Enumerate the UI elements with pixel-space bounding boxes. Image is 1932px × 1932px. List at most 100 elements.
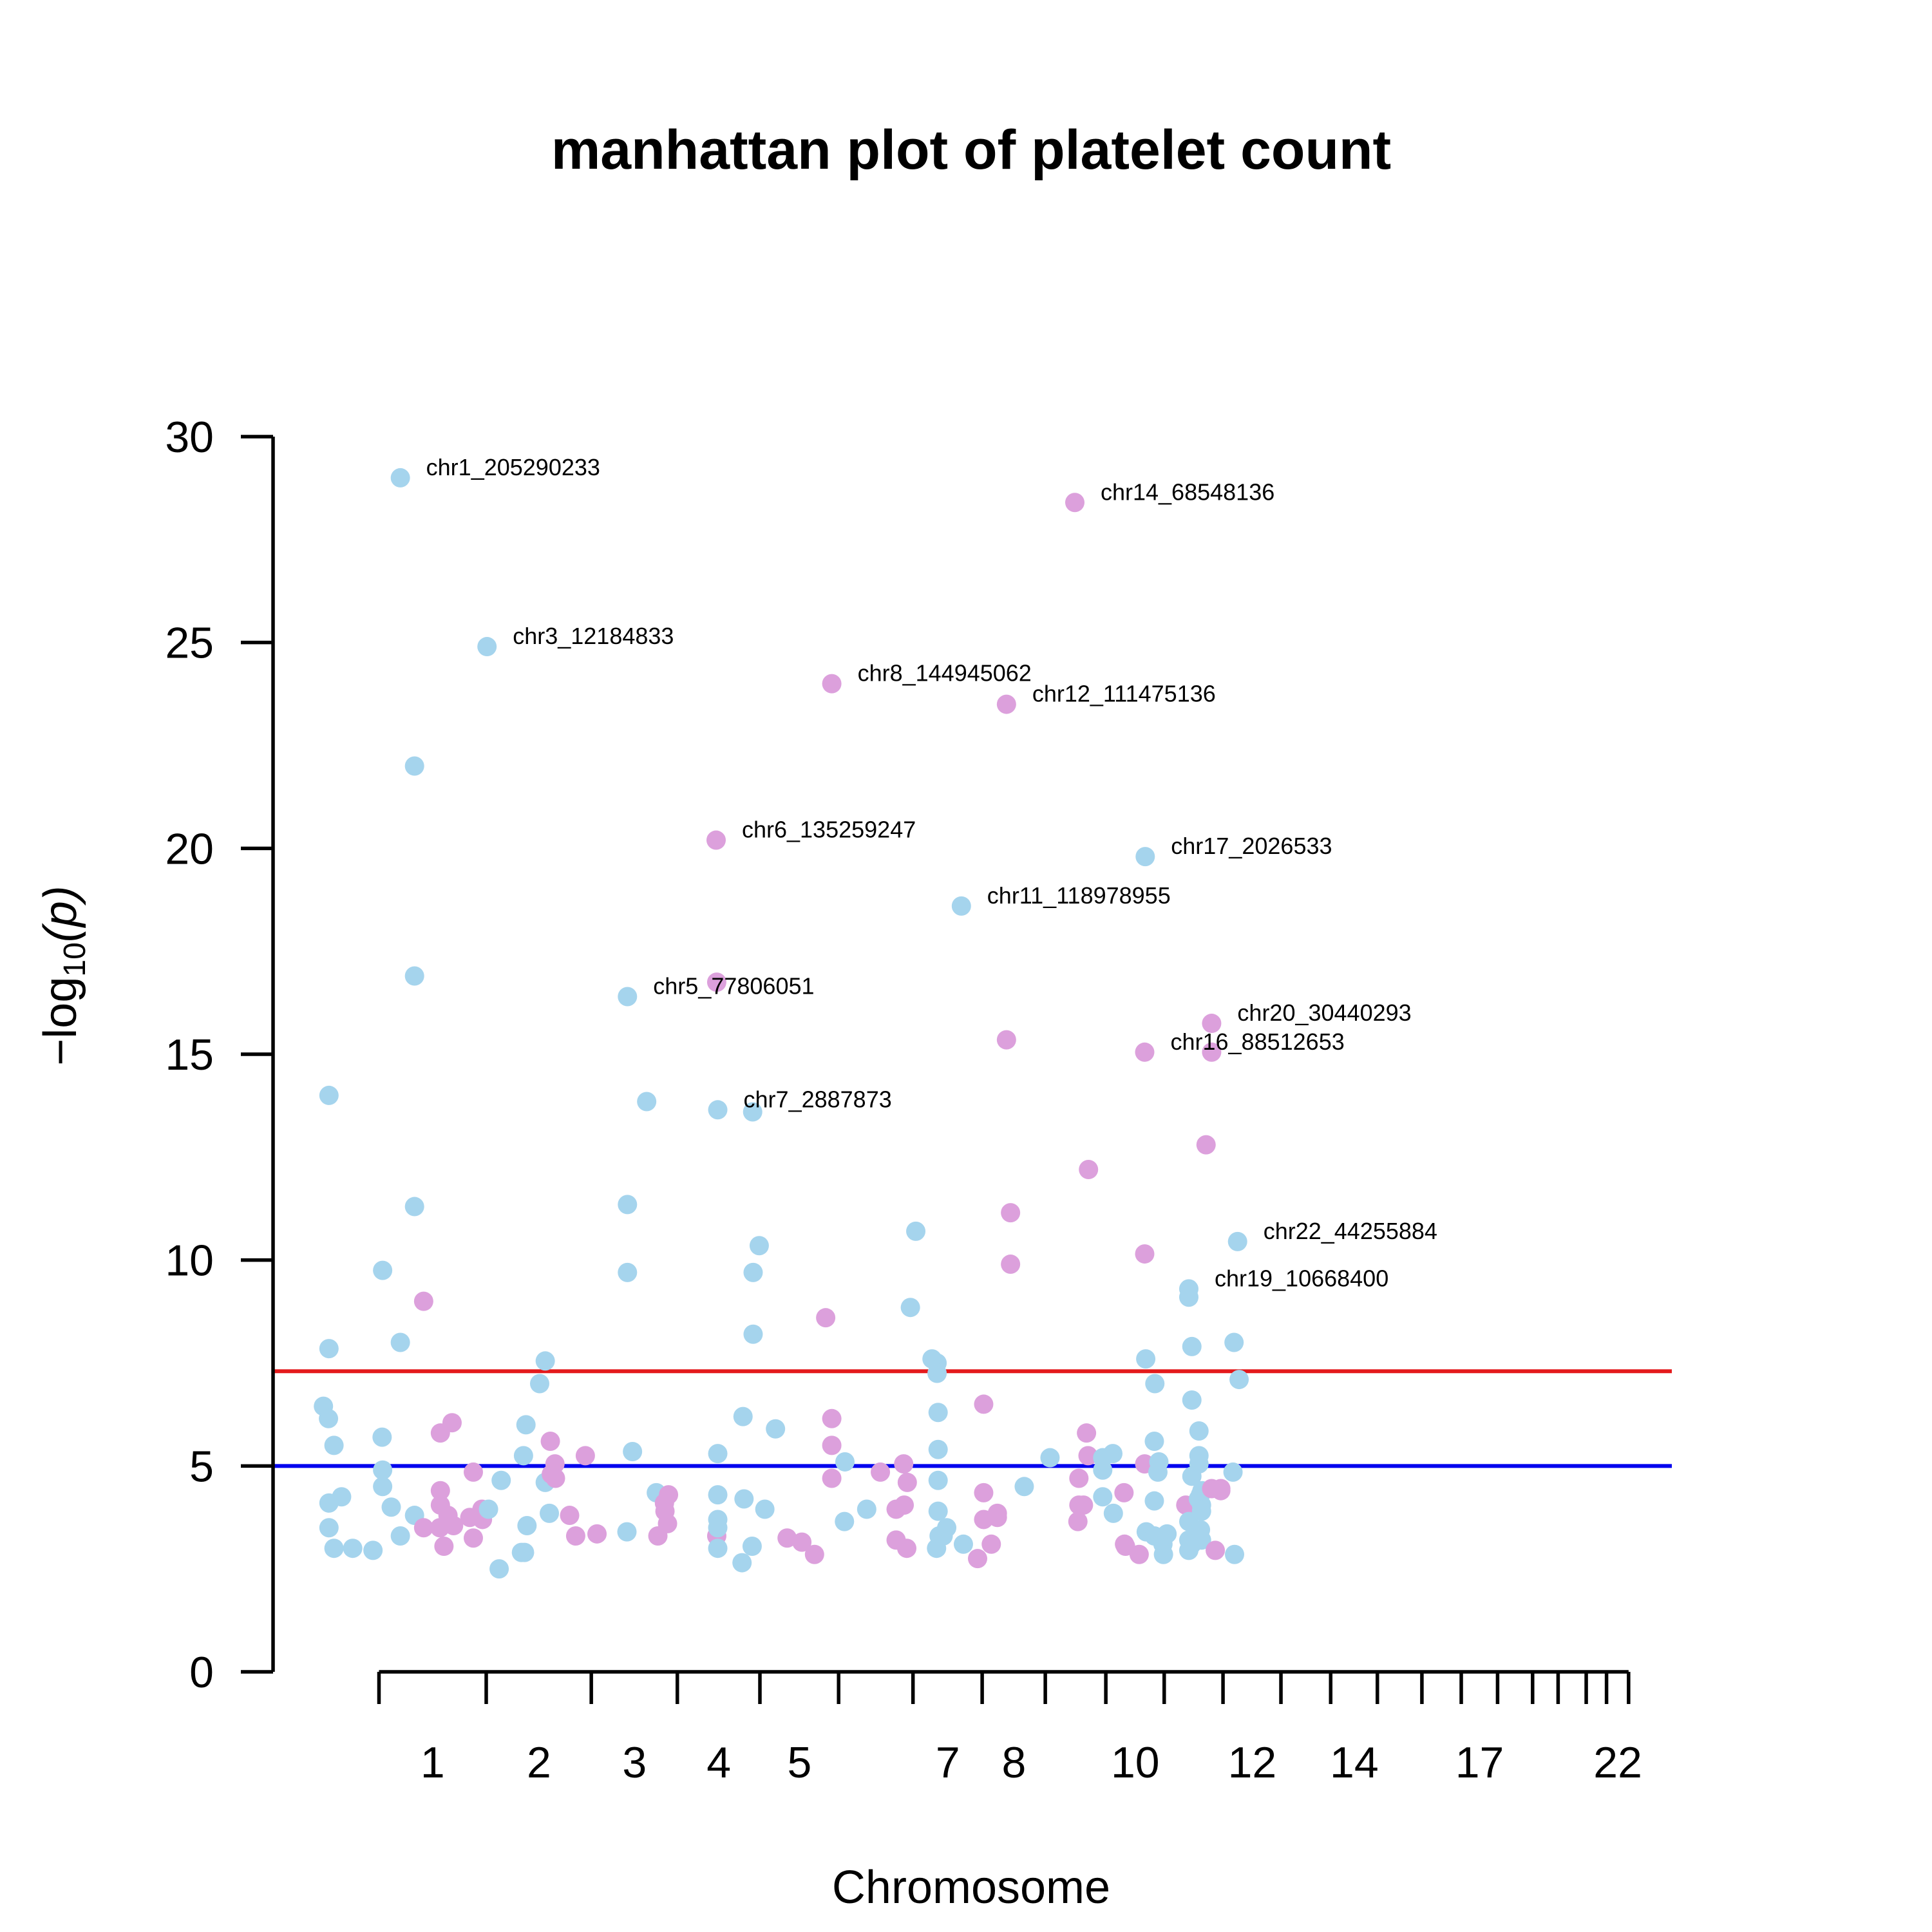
data-point [743, 1262, 763, 1282]
data-point [1144, 1431, 1164, 1451]
data-point [1223, 1462, 1243, 1482]
data-point [659, 1485, 679, 1505]
y-axis-label-suffix: (p) [35, 886, 86, 942]
data-point [1135, 1244, 1155, 1264]
data-point [478, 1499, 498, 1519]
y-tick-label: 5 [189, 1442, 214, 1491]
data-point [319, 1408, 339, 1428]
data-point [373, 1260, 393, 1280]
data-point [372, 1427, 392, 1447]
data-point [1145, 1374, 1165, 1394]
data-point [732, 1553, 752, 1573]
data-point [319, 1518, 339, 1538]
x-tick-label: 17 [1455, 1738, 1504, 1787]
data-point [390, 1332, 410, 1352]
data-point [822, 1408, 842, 1428]
data-point [404, 1197, 424, 1217]
data-point [857, 1499, 876, 1519]
data-point [1040, 1448, 1060, 1468]
x-axis: 1 2 3 4 5 7 8 10 12 14 17 22 [377, 1670, 1642, 1787]
data-point [804, 1544, 824, 1564]
data-point [1069, 1468, 1089, 1488]
data-point [928, 1501, 948, 1521]
data-point [404, 756, 424, 776]
data-point [835, 1511, 855, 1531]
data-point [1149, 1452, 1169, 1472]
data-point [1196, 1135, 1216, 1155]
data-point [708, 1518, 728, 1538]
data-point [413, 1291, 433, 1311]
data-point [491, 1470, 511, 1490]
data-point [822, 1468, 842, 1488]
x-tick-label: 1 [421, 1738, 445, 1787]
point-annotation: chr16_88512653 [1170, 1028, 1344, 1055]
data-point [1136, 1349, 1156, 1369]
data-point [742, 1537, 762, 1557]
data-point [545, 1454, 565, 1474]
data-point [974, 1482, 994, 1502]
data-point [749, 1236, 769, 1256]
point-annotation: chr20_30440293 [1237, 999, 1411, 1026]
data-point [906, 1221, 926, 1241]
data-point [951, 896, 971, 916]
point-annotation: chr17_2026533 [1171, 833, 1332, 859]
data-point [517, 1516, 537, 1536]
data-point [996, 694, 1016, 714]
data-point [513, 1446, 533, 1466]
data-point [319, 1085, 339, 1105]
data-point [1065, 493, 1084, 513]
data-point [560, 1506, 580, 1526]
x-tick-label: 8 [1002, 1738, 1027, 1787]
data-point [953, 1534, 973, 1554]
data-point [897, 1539, 917, 1558]
x-tick-label: 3 [622, 1738, 647, 1787]
x-tick-label: 22 [1593, 1738, 1642, 1787]
data-point [1191, 1530, 1211, 1550]
data-point [545, 1468, 565, 1488]
data-point [743, 1102, 762, 1122]
data-point [404, 966, 424, 986]
point-annotation: chr11_118978955 [987, 882, 1171, 909]
data-point [1229, 1370, 1249, 1390]
data-point [1157, 1524, 1177, 1544]
data-point [381, 1497, 401, 1517]
x-tick-label: 12 [1228, 1738, 1277, 1787]
point-annotation: chr12_111475136 [1032, 681, 1216, 707]
data-point [1078, 1446, 1098, 1466]
data-point [1206, 1540, 1226, 1560]
data-point [743, 1324, 763, 1344]
data-point [1068, 1511, 1088, 1531]
data-point [708, 1100, 728, 1120]
point-annotations: chr1_205290233 chr3_12184833 chr5_77806051… [426, 454, 1437, 1291]
data-point [822, 1435, 842, 1455]
point-annotation: chr3_12184833 [513, 623, 674, 649]
data-point [928, 1470, 948, 1490]
data-point [1103, 1503, 1123, 1523]
data-point [565, 1526, 585, 1546]
data-point [587, 1524, 607, 1544]
data-point [489, 1559, 509, 1579]
data-point [708, 1485, 728, 1505]
data-point [1001, 1255, 1021, 1274]
data-point [540, 1503, 560, 1523]
data-point [1202, 1042, 1222, 1062]
y-tick-label: 20 [165, 824, 214, 873]
point-annotation: chr8_144945062 [858, 660, 1032, 687]
data-point [444, 1516, 464, 1536]
data-point [1227, 1231, 1247, 1251]
y-axis-label-prefix: −log [35, 977, 86, 1066]
data-point [1202, 1014, 1222, 1034]
data-point [1001, 1203, 1021, 1223]
data-point [897, 1472, 917, 1492]
x-tick-label: 5 [788, 1738, 812, 1787]
data-point [822, 674, 842, 694]
data-point [434, 1537, 454, 1557]
data-point [706, 972, 726, 992]
data-point [987, 1508, 1007, 1528]
data-point [1103, 1444, 1123, 1464]
data-point [1153, 1544, 1173, 1564]
data-point [477, 637, 497, 657]
data-point [1114, 1482, 1134, 1502]
data-point [937, 1518, 957, 1538]
chart-title: manhattan plot of platelet count [551, 119, 1391, 181]
